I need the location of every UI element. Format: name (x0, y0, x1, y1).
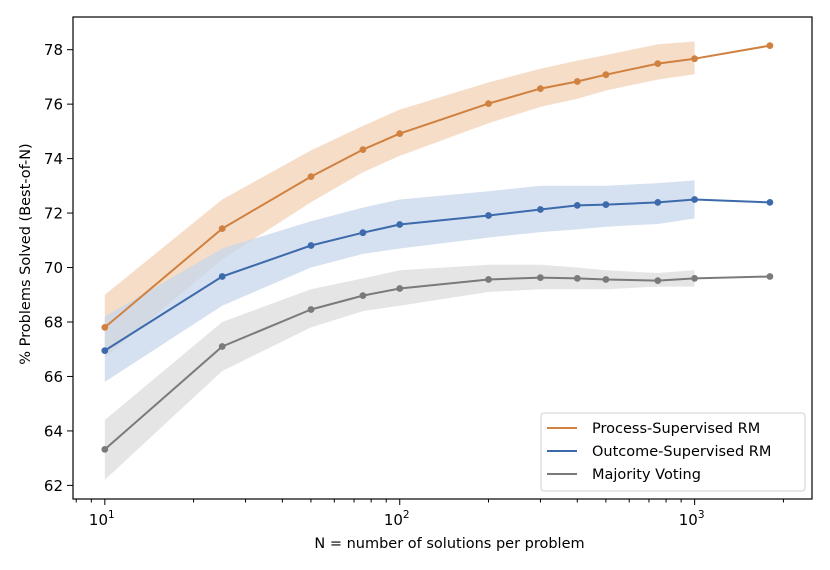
data-point (573, 78, 581, 85)
data-point (537, 85, 544, 92)
data-point (396, 221, 404, 228)
y-tick-label: 68 (44, 313, 63, 331)
data-point (537, 206, 544, 213)
confidence-band-2 (104, 264, 695, 480)
confidence-bands (104, 41, 695, 480)
data-point (396, 130, 404, 138)
y-tick-label: 76 (44, 96, 63, 114)
series-line-0 (104, 44, 771, 329)
legend: Process-Supervised RM Outcome-Supervised … (540, 412, 806, 492)
data-point (766, 199, 774, 206)
data-point (218, 343, 226, 350)
data-point (602, 201, 610, 209)
legend-label: Outcome-Supervised RM (592, 444, 771, 460)
y-axis: 62 64 66 68 70 72 74 76 78 (44, 41, 73, 495)
y-axis-label: % Problems Solved (Best-of-N) (18, 143, 34, 364)
data-point (218, 225, 226, 233)
legend-label: Process-Supervised RM (592, 421, 760, 437)
y-tick-label: 66 (44, 368, 63, 386)
x-axis-label: N = number of solutions per problem (314, 536, 584, 552)
data-point (654, 199, 662, 206)
x-tick-label: 102 (384, 509, 410, 529)
data-point (101, 446, 109, 453)
data-point (218, 273, 226, 280)
data-point (654, 60, 662, 67)
data-point (602, 71, 610, 79)
y-tick-label: 72 (44, 205, 63, 223)
y-tick-label: 64 (44, 422, 63, 440)
data-points (101, 42, 774, 453)
data-point (359, 229, 367, 237)
data-point (691, 55, 698, 63)
data-point (307, 173, 315, 181)
data-point (537, 274, 544, 281)
data-point (654, 277, 662, 284)
y-tick-label: 62 (44, 477, 63, 495)
legend-label: Majority Voting (592, 467, 701, 483)
x-tick-label: 101 (89, 509, 115, 529)
data-point (485, 276, 492, 283)
legend-box (540, 412, 806, 492)
data-point (485, 212, 492, 219)
confidence-band-1 (104, 180, 695, 382)
data-point (602, 276, 610, 283)
data-point (573, 275, 581, 282)
y-tick-label: 74 (44, 150, 63, 168)
series-line-1 (104, 198, 770, 352)
data-point (573, 202, 581, 209)
data-point (691, 275, 698, 282)
data-point (766, 42, 774, 49)
y-tick-label: 70 (44, 259, 63, 277)
data-point (485, 100, 492, 107)
plot-frame (72, 16, 813, 500)
confidence-band-0 (104, 41, 695, 358)
x-axis: 101 102 103 (75, 499, 784, 529)
data-point (396, 285, 404, 292)
y-tick-label: 78 (44, 41, 63, 59)
data-point (101, 347, 109, 354)
data-point (691, 196, 698, 203)
data-point (359, 292, 367, 299)
data-point (101, 324, 109, 331)
data-point (307, 242, 315, 249)
data-point (766, 273, 774, 280)
x-tick-label: 103 (679, 509, 705, 529)
series-lines (104, 44, 771, 451)
series-line-2 (104, 275, 770, 451)
data-point (359, 146, 367, 154)
data-point (307, 306, 315, 313)
